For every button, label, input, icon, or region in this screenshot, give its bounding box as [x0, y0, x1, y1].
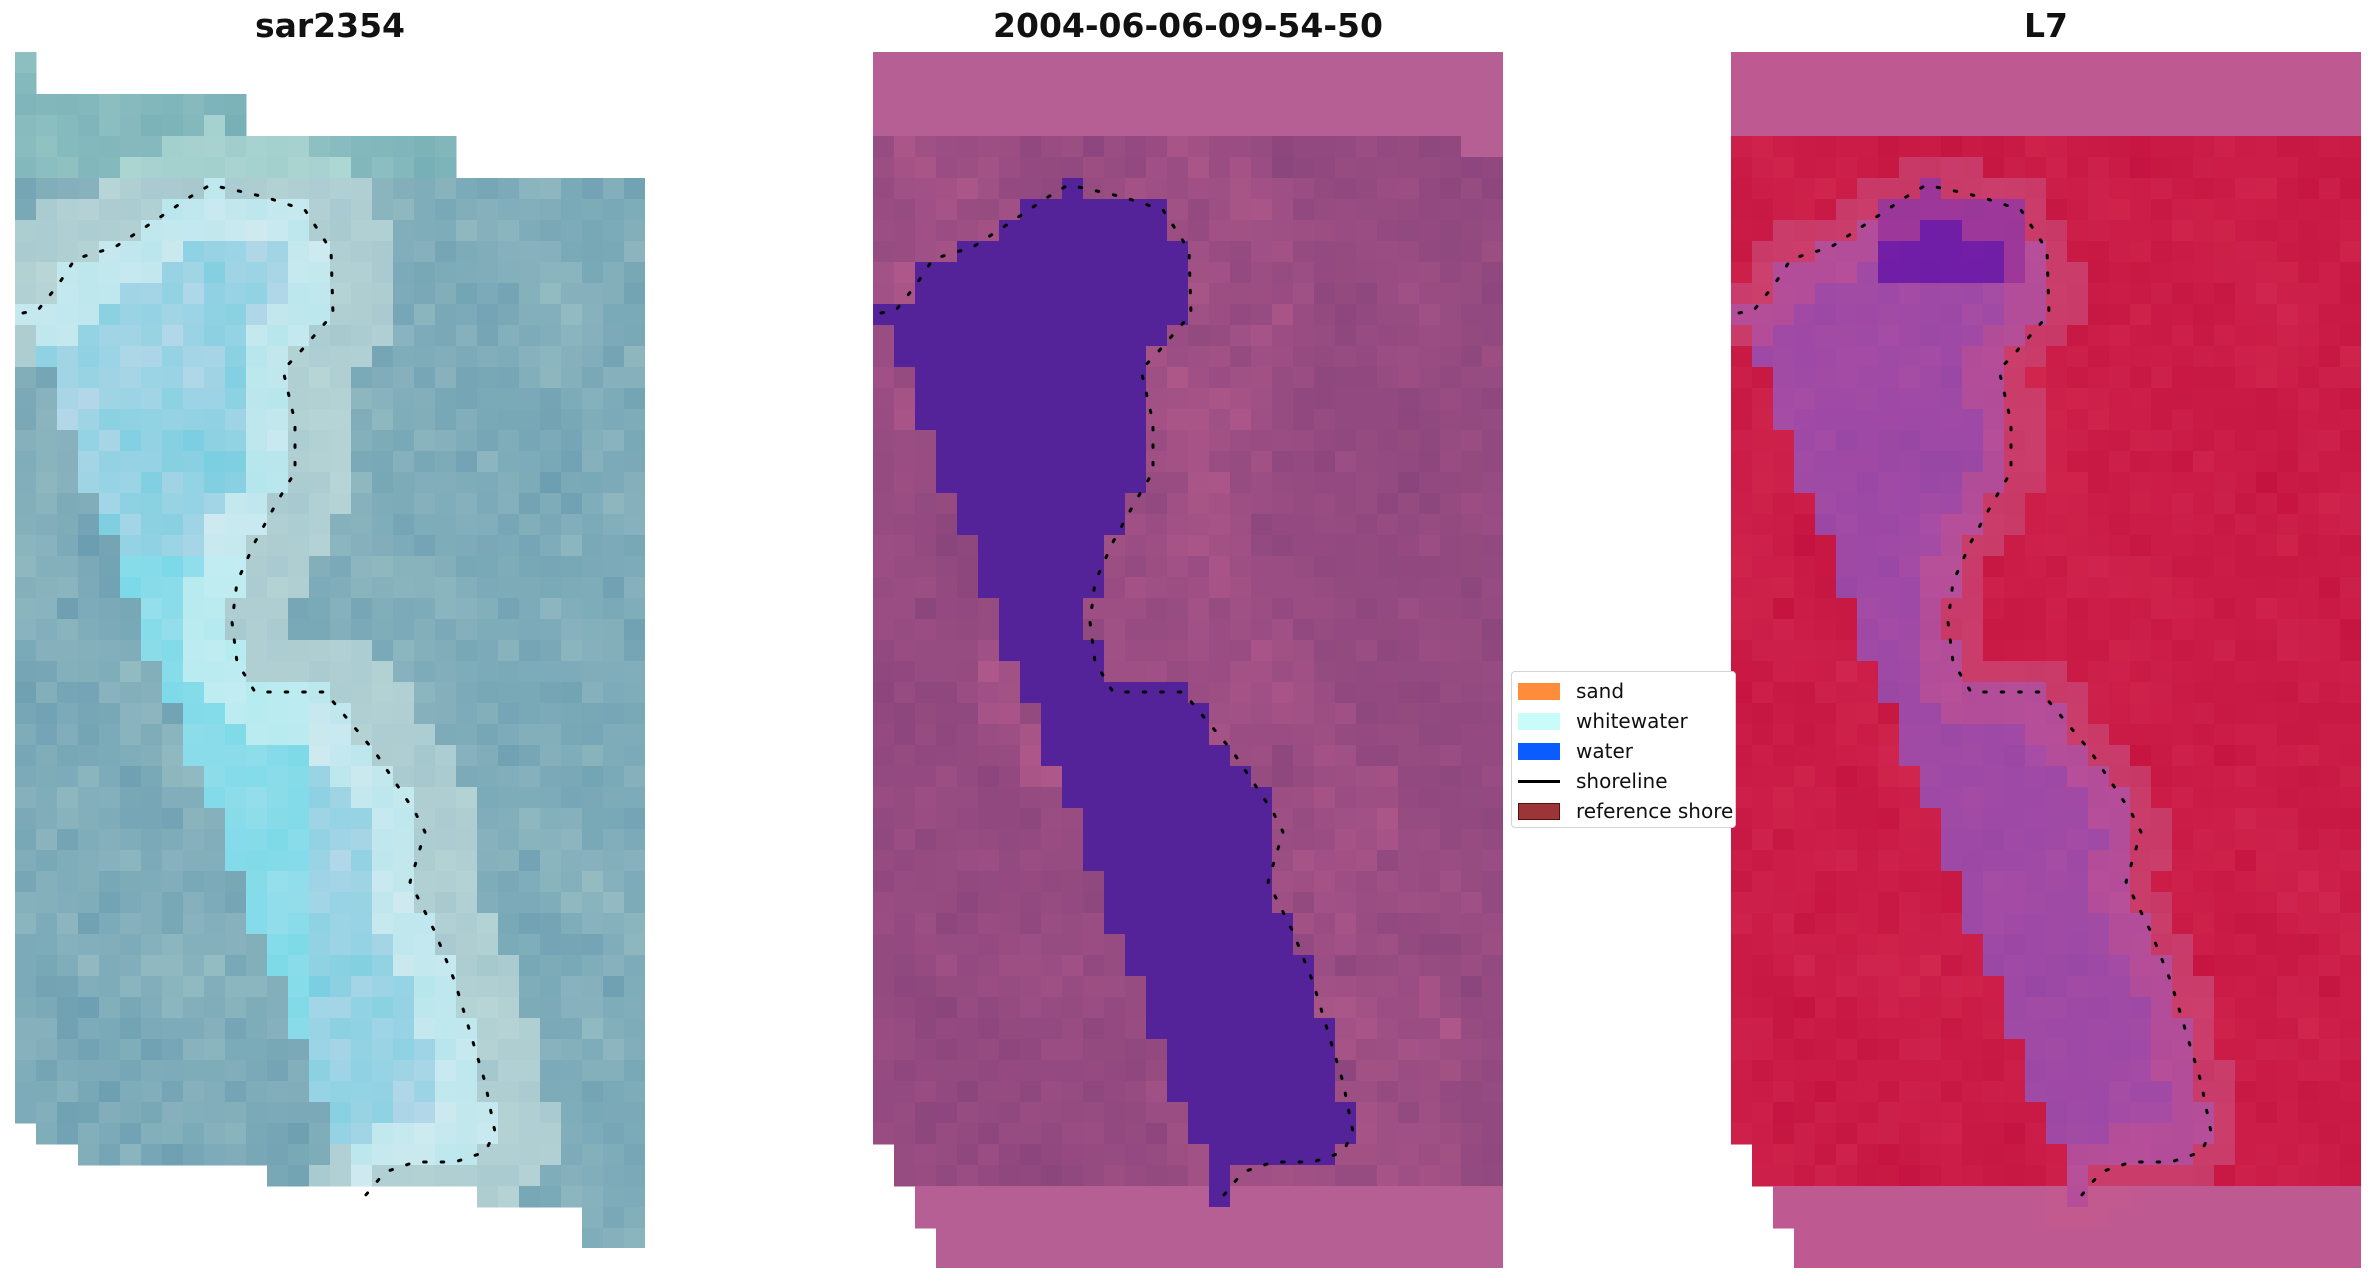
water-swatch	[1518, 742, 1560, 760]
legend-item-whitewater: whitewater	[1518, 707, 1688, 735]
legend-label-sand: sand	[1576, 679, 1625, 703]
image-pixels	[1731, 52, 2361, 1268]
legend-item-water: water	[1518, 737, 1633, 765]
reference-shoreline-swatch	[1518, 802, 1560, 820]
satellite-rgb-image	[15, 52, 645, 1248]
image-pixels	[15, 52, 645, 1248]
panel-title-classified: 2004-06-06-09-54-50	[993, 6, 1383, 45]
whitewater-swatch	[1518, 712, 1560, 730]
shoreline-swatch	[1518, 779, 1560, 783]
sand-swatch	[1518, 682, 1560, 700]
image-pixels	[873, 52, 1503, 1268]
panel-title-index: L7	[2024, 6, 2068, 45]
legend-item-shoreline: shoreline	[1518, 767, 1668, 795]
legend-label-shoreline: shoreline	[1576, 769, 1668, 793]
legend: sand whitewater water shoreline referenc…	[1511, 671, 1736, 828]
classified-image	[873, 52, 1503, 1268]
legend-label-water: water	[1576, 739, 1633, 763]
legend-label-reference-shoreline: reference shoreline	[1576, 799, 1735, 823]
legend-item-sand: sand	[1518, 677, 1624, 705]
panel-title-rgb: sar2354	[254, 6, 406, 45]
legend-item-reference-shoreline: reference shoreline	[1518, 797, 1735, 825]
water-index-image	[1731, 52, 2361, 1268]
legend-label-whitewater: whitewater	[1576, 709, 1688, 733]
